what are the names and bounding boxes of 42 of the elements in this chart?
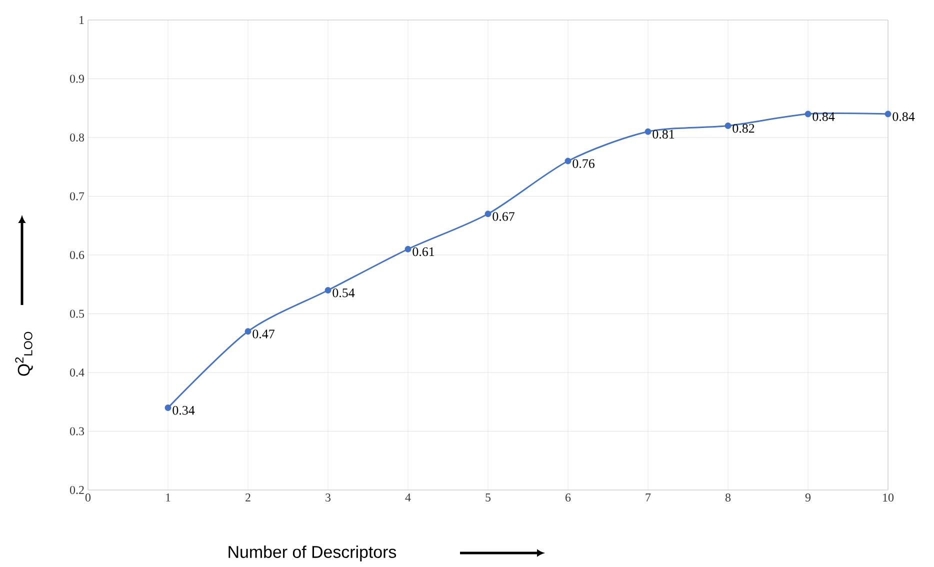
point — [644, 128, 652, 135]
y-tick-label: 0.9 — [70, 74, 84, 83]
x-tick-label: 4 — [405, 494, 411, 502]
data-label: 0.84 — [892, 112, 915, 122]
x-tick-label: 5 — [486, 494, 491, 502]
x-tick-label: 7 — [646, 494, 651, 502]
x-tick-label: 1 — [166, 494, 170, 502]
point — [244, 328, 252, 335]
point — [404, 246, 412, 252]
y-tick-label: 0.6 — [70, 250, 84, 260]
x-tick-label: 10 — [883, 494, 894, 502]
point — [324, 287, 332, 294]
y-tick-label: 0.7 — [70, 192, 84, 200]
point — [724, 122, 732, 129]
point — [884, 110, 892, 118]
y-tick-label: 0.5 — [70, 310, 84, 318]
data-label: 0.54 — [332, 288, 355, 298]
data-label: 0.84 — [812, 112, 835, 122]
data-label: 0.34 — [172, 406, 195, 415]
data-label: 0.61 — [412, 247, 434, 256]
y-tick-label: 0.3 — [70, 427, 84, 436]
x-tick-label: 2 — [246, 494, 250, 502]
data-label: 0.81 — [652, 130, 674, 139]
point — [484, 210, 492, 218]
x-tick-label: 0 — [85, 494, 91, 502]
point — [804, 110, 812, 118]
x-axis-title: Number of Descriptors — [228, 546, 396, 562]
point — [564, 158, 572, 164]
x-tick-label: 8 — [725, 494, 731, 502]
x-tick-label: 9 — [805, 494, 811, 502]
point — [164, 404, 172, 411]
y-tick-label: 0.2 — [70, 486, 84, 494]
y-tick-label: 0.4 — [70, 368, 84, 377]
x-tick-label: 3 — [326, 494, 331, 502]
y-tick-label: 1 — [80, 16, 84, 24]
x-tick-label: 6 — [566, 494, 571, 502]
data-label: 0.76 — [572, 159, 594, 168]
y-axis-title: Q$^{2}$LOO — [15, 332, 33, 376]
y-tick-label: 0.8 — [70, 133, 84, 142]
data-label: 0.47 — [252, 330, 274, 338]
data-label: 0.67 — [492, 212, 514, 221]
data-label: 0.82 — [732, 124, 754, 133]
